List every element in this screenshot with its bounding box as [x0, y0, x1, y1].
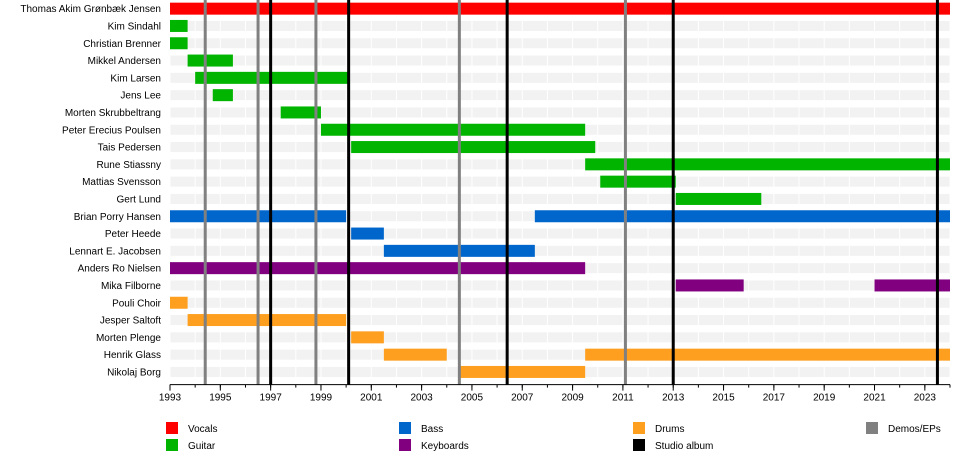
row-background	[170, 176, 950, 187]
row-background	[170, 90, 950, 101]
member-bars	[170, 2, 950, 378]
bar-drums	[351, 331, 384, 344]
legend-swatch	[633, 439, 645, 451]
member-name: Kim Larsen	[110, 73, 161, 84]
legend-label: Demos/EPs	[888, 424, 941, 435]
row-background	[170, 72, 950, 83]
member-name: Peter Heede	[105, 229, 162, 240]
member-name: Thomas Akim Grønbæk Jensen	[20, 4, 161, 15]
bar-guitar	[675, 192, 762, 205]
member-name: Christian Brenner	[83, 39, 161, 50]
row-background	[170, 159, 950, 170]
legend: Vocals Guitar Bass Keyboards Drums Studio alb…	[166, 422, 941, 452]
row-background	[170, 20, 950, 31]
legend-label: Bass	[421, 424, 443, 435]
x-tick-label: 1997	[260, 393, 283, 404]
member-name: Jens Lee	[120, 91, 161, 102]
legend-label: Guitar	[188, 441, 216, 452]
legend-swatch	[866, 422, 878, 434]
legend-swatch	[633, 422, 645, 434]
x-tick-label: 2023	[914, 393, 937, 404]
bar-guitar	[280, 106, 321, 119]
x-tick-label: 2005	[461, 393, 484, 404]
bar-drums	[585, 348, 950, 361]
bar-guitar	[170, 37, 188, 50]
bar-bass	[534, 210, 950, 223]
member-names: Thomas Akim Grønbæk Jensen Kim Sindahl Chr…	[20, 4, 161, 378]
row-background	[170, 245, 950, 256]
row-background	[170, 332, 950, 343]
x-tick-label: 2015	[712, 393, 735, 404]
x-tick-label: 2003	[410, 393, 433, 404]
x-axis: 1993 1995 1997 1999 2001 2003 2005 2007 2009 2011…	[159, 384, 951, 404]
legend-label: Keyboards	[421, 441, 469, 452]
row-background	[170, 55, 950, 66]
bar-keyboards	[675, 279, 744, 292]
member-name: Mattias Svensson	[82, 177, 161, 188]
bar-drums	[459, 365, 586, 378]
row-background	[170, 228, 950, 239]
member-name: Tais Pedersen	[98, 143, 161, 154]
x-tick-label: 2017	[763, 393, 786, 404]
bar-drums	[187, 314, 347, 327]
legend-swatch	[166, 422, 178, 434]
x-tick-label: 2019	[813, 393, 836, 404]
member-name: Nikolaj Borg	[107, 367, 161, 378]
bar-guitar	[600, 175, 676, 188]
bar-keyboards	[170, 262, 586, 275]
bar-guitar	[320, 123, 586, 136]
member-name: Lennart E. Jacobsen	[69, 246, 161, 257]
release-lines	[203, 0, 939, 385]
bar-guitar	[585, 158, 950, 171]
row-background	[170, 349, 950, 360]
legend-label: Studio album	[655, 441, 713, 452]
legend-swatch	[166, 439, 178, 451]
member-name: Morten Skrubbeltrang	[65, 108, 161, 119]
bar-guitar	[187, 54, 233, 67]
bar-drums	[170, 296, 188, 309]
member-name: Mikkel Andersen	[88, 56, 161, 67]
row-background	[170, 315, 950, 326]
x-tick-label: 2009	[561, 393, 584, 404]
member-name: Pouli Choir	[112, 298, 162, 309]
bar-vocals	[170, 2, 950, 15]
x-tick-label: 2021	[863, 393, 886, 404]
member-name: Morten Plenge	[96, 333, 161, 344]
member-name: Mika Filborne	[101, 281, 161, 292]
x-tick-label: 2007	[511, 393, 534, 404]
member-name: Jesper Saltoft	[100, 316, 161, 327]
x-tick-label: 2013	[662, 393, 685, 404]
row-background	[170, 107, 950, 118]
bar-guitar	[170, 19, 188, 32]
legend-swatch	[399, 439, 411, 451]
member-name: Gert Lund	[117, 194, 161, 205]
bar-drums	[383, 348, 447, 361]
row-background	[170, 38, 950, 49]
row-background	[170, 193, 950, 204]
bar-guitar	[351, 141, 596, 154]
legend-label: Drums	[655, 424, 684, 435]
member-name: Anders Ro Nielsen	[78, 264, 161, 275]
x-tick-label: 1993	[159, 393, 182, 404]
x-tick-label: 2011	[612, 393, 634, 404]
row-background	[170, 297, 950, 308]
member-name: Peter Erecius Poulsen	[62, 125, 161, 136]
legend-label: Vocals	[188, 424, 217, 435]
bar-bass	[351, 227, 384, 240]
bar-guitar	[212, 89, 233, 102]
x-tick-label: 2001	[360, 393, 383, 404]
x-tick-label: 1995	[209, 393, 232, 404]
legend-swatch	[399, 422, 411, 434]
bar-keyboards	[874, 279, 950, 292]
x-tick-label: 1999	[310, 393, 333, 404]
member-name: Brian Porry Hansen	[74, 212, 161, 223]
member-name: Rune Stiassny	[97, 160, 161, 171]
member-name: Kim Sindahl	[108, 21, 161, 32]
member-name: Henrik Glass	[104, 350, 161, 361]
row-background	[170, 280, 950, 291]
